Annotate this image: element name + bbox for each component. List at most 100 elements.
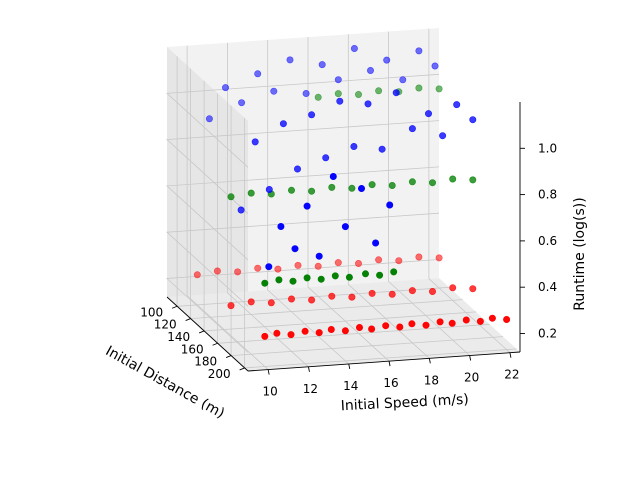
x-axis-label: Initial Speed (m/s) (340, 392, 469, 415)
x-gridline (307, 37, 390, 362)
data-point-series-3 (366, 67, 374, 75)
z-tick-label: 0.8 (538, 188, 557, 202)
data-point-series-1 (382, 322, 390, 330)
data-point-series-1 (273, 329, 281, 337)
data-point-series-2 (348, 184, 356, 192)
y-tick-mark (239, 367, 245, 371)
data-point-series-2 (328, 183, 336, 191)
data-point-series-2 (275, 276, 283, 284)
data-point-series-1 (408, 320, 416, 328)
y-tick-label: 180 (194, 355, 217, 369)
x-tick-label: 22 (504, 368, 519, 382)
data-point-series-1 (328, 292, 336, 300)
data-point-series-1 (395, 257, 403, 265)
data-point-series-3 (341, 223, 349, 231)
data-point-series-1 (314, 262, 322, 270)
y-tick-label: 140 (167, 330, 190, 344)
axis-edges (166, 102, 525, 375)
x-tick-mark (469, 355, 472, 361)
data-point-series-3 (357, 185, 365, 193)
data-point-series-1 (341, 327, 349, 335)
data-point-series-3 (237, 206, 245, 214)
data-point-series-3 (386, 201, 394, 209)
data-point-series-3 (392, 89, 400, 97)
data-point-series-1 (294, 261, 302, 269)
z-axis-label: Runtime (log(s)) (572, 197, 588, 310)
y-tick-label: 200 (208, 367, 231, 381)
data-point-series-2 (361, 270, 369, 278)
x-tick-mark (428, 358, 431, 364)
data-point-series-1 (254, 264, 262, 272)
data-point-series-1 (213, 267, 221, 275)
data-point-series-3 (303, 202, 311, 210)
z-gridline (166, 259, 440, 353)
z-tick-label: 0.4 (538, 280, 557, 294)
x-gridline (388, 31, 470, 356)
x-tick-label: 14 (343, 379, 358, 393)
data-point-series-3 (431, 62, 439, 70)
data-point-series-3 (286, 56, 294, 64)
data-point-series-1 (354, 259, 362, 267)
data-point-series-3 (315, 252, 323, 260)
data-point-series-1 (503, 315, 511, 323)
data-point-series-1 (368, 289, 376, 297)
data-point-series-1 (261, 332, 269, 340)
data-point-series-3 (302, 90, 310, 98)
data-point-series-2 (390, 268, 398, 276)
data-point-series-3 (350, 44, 358, 52)
data-point-series-3 (238, 99, 246, 107)
data-point-series-3 (322, 154, 330, 162)
data-point-series-1 (449, 284, 457, 292)
z-gridline (166, 166, 440, 261)
x-tick-label: 10 (263, 385, 278, 399)
data-point-series-2 (227, 193, 235, 201)
z-tick-label: 0.6 (538, 234, 557, 248)
x-tick-label: 12 (303, 382, 318, 396)
z-tick-label: 0.2 (538, 326, 557, 340)
data-point-series-2 (303, 274, 311, 282)
data-point-series-2 (354, 91, 362, 99)
data-point-series-3 (469, 116, 477, 124)
data-point-series-3 (378, 145, 386, 153)
data-point-series-1 (355, 323, 363, 331)
data-point-series-1 (193, 271, 201, 279)
y-tick-label: 160 (181, 342, 204, 356)
x-tick-mark (348, 363, 351, 370)
data-point-series-3 (222, 84, 230, 92)
data-point-series-3 (336, 97, 344, 105)
y-tick-label: 100 (140, 305, 163, 319)
data-point-series-1 (428, 287, 436, 295)
x-axis-line (247, 351, 521, 372)
data-point-series-3 (334, 76, 342, 84)
z-gridline (166, 212, 440, 307)
data-point-series-1 (334, 259, 342, 267)
y-tick-mark (212, 342, 218, 346)
data-point-series-2 (314, 93, 322, 101)
floor-pane (167, 278, 520, 371)
data-point-series-3 (408, 125, 416, 133)
data-point-series-2 (469, 176, 477, 184)
x-gridline (347, 34, 430, 359)
data-point-series-3 (453, 101, 461, 109)
data-point-series-1 (422, 321, 430, 329)
z-gridline (166, 120, 440, 214)
data-point-series-1 (375, 256, 383, 264)
data-point-series-1 (368, 325, 376, 333)
data-point-series-3 (277, 223, 285, 231)
x-tick-mark (509, 352, 512, 358)
data-point-series-2 (375, 87, 383, 95)
data-point-series-2 (428, 179, 436, 187)
y-tick-mark (225, 355, 232, 359)
data-point-series-1 (348, 293, 356, 301)
data-point-series-2 (435, 85, 443, 93)
data-point-series-3 (350, 143, 358, 151)
data-point-series-3 (383, 56, 391, 64)
x-tick-label: 18 (424, 373, 439, 387)
data-point-series-3 (291, 245, 299, 253)
data-point-series-3 (251, 138, 259, 146)
data-point-series-3 (318, 61, 326, 69)
data-point-series-1 (274, 265, 282, 273)
data-point-series-1 (247, 298, 255, 306)
